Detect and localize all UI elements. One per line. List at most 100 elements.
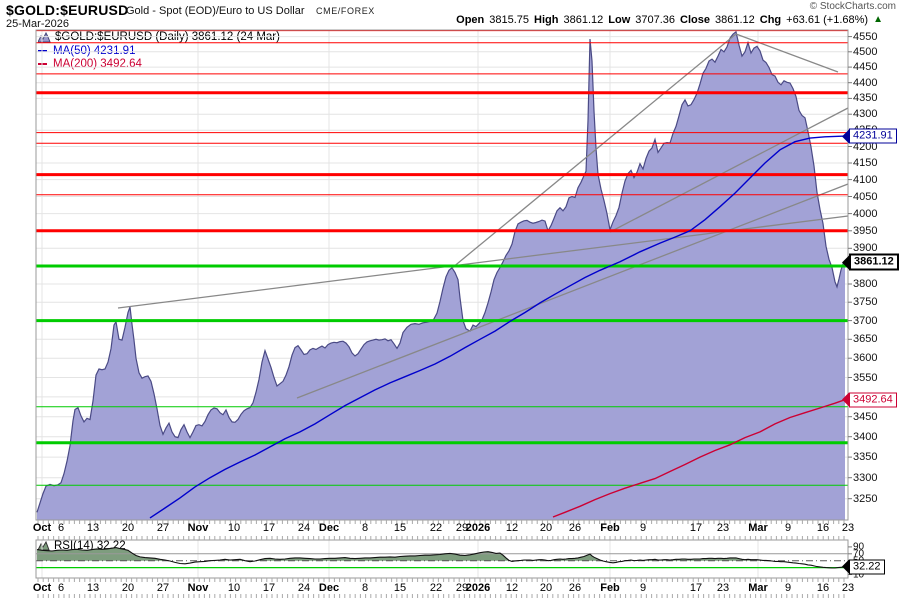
rsi-axis-label: 70 — [853, 548, 865, 560]
price-axis-label: 3750 — [853, 296, 878, 309]
price-axis-label: 3400 — [853, 430, 878, 443]
price-axis-label: 4000 — [853, 207, 878, 220]
price-axis-label: 4300 — [853, 108, 878, 121]
x-axis-label: 29 — [455, 582, 469, 594]
x-axis-label: 17 — [262, 582, 276, 594]
chart-date: 25-Mar-2026 — [6, 18, 69, 30]
legend-main-row: $GOLD:$EURUSD (Daily) 3861.12 (24 Mar) — [38, 31, 280, 43]
x-axis-label: 20 — [539, 582, 553, 594]
rsi-axis-label: 10 — [853, 569, 865, 580]
price-axis-label: 4050 — [853, 190, 878, 203]
rsi-chart-icon — [38, 541, 50, 551]
price-axis-label: 3950 — [853, 224, 878, 237]
chart-description: Gold - Spot (EOD)/Euro to US Dollar — [126, 5, 305, 17]
price-axis-label: 4100 — [853, 173, 878, 186]
rsi-axis-label: 50 — [853, 555, 865, 567]
x-axis-label: 24 — [297, 522, 311, 534]
area-chart-icon — [38, 31, 51, 42]
x-axis-label: 23 — [841, 522, 855, 534]
price-axis-label: 3900 — [853, 242, 878, 255]
price-axis-label: 3800 — [853, 278, 878, 290]
x-axis-label: 17 — [262, 522, 276, 534]
x-axis-label: Nov — [187, 522, 209, 534]
callout-value: 4231.91 — [849, 128, 897, 144]
x-axis-label: 16 — [816, 582, 830, 594]
x-axis-label: 9 — [639, 522, 647, 534]
stockcharts-watermark: © StockCharts.com — [809, 1, 896, 12]
x-axis-label: Oct — [32, 522, 52, 534]
x-axis-label: 8 — [361, 582, 369, 594]
x-axis-label: 13 — [86, 522, 100, 534]
high-value: 3861.12 — [563, 14, 604, 26]
low-label: Low — [608, 14, 631, 26]
x-axis-label: 9 — [784, 582, 792, 594]
price-axis-label: 4550 — [853, 30, 878, 43]
legend-rsi-label: RSI(14) 32.22 — [54, 540, 126, 552]
x-axis-label: 2026 — [465, 522, 491, 534]
x-axis-label: 10 — [227, 522, 241, 534]
price-axis-label: 4350 — [853, 92, 878, 105]
x-axis-label: 12 — [505, 522, 519, 534]
x-axis-label: Nov — [187, 582, 209, 594]
x-axis-label: 15 — [393, 582, 407, 594]
price-axis-label: 3350 — [853, 451, 878, 464]
legend-rsi-row: RSI(14) 32.22 — [38, 540, 126, 552]
price-callout-3861.12: 3861.12 — [842, 253, 899, 271]
x-axis-label: Feb — [600, 582, 620, 594]
x-axis-label: 23 — [716, 522, 730, 534]
price-axis-label: 3500 — [853, 390, 878, 403]
up-arrow-icon: ▲ — [873, 14, 883, 25]
price-axis-label: 3550 — [853, 371, 878, 384]
price-axis-label: 3450 — [853, 410, 878, 423]
chg-value: +63.61 (+1.68%) — [786, 14, 869, 26]
open-label: Open — [456, 14, 485, 26]
x-axis-label: 26 — [568, 522, 582, 534]
legend-ma50-row: MA(50) 4231.91 — [38, 45, 135, 57]
legend-ma200-label: MA(200) 3492.64 — [53, 58, 142, 70]
x-axis-label: 6 — [57, 582, 65, 594]
chg-label: Chg — [759, 14, 782, 26]
x-axis-label: 15 — [393, 522, 407, 534]
callout-value: 3861.12 — [849, 253, 899, 271]
callout-value: 3492.64 — [849, 392, 897, 408]
chart-symbol: $GOLD:$EURUSD — [6, 2, 129, 18]
x-axis-label: 13 — [86, 582, 100, 594]
callout-arrow-icon — [842, 392, 849, 407]
x-axis-label: 23 — [841, 582, 855, 594]
x-axis-label: 20 — [121, 522, 135, 534]
price-axis-label: 3600 — [853, 352, 878, 365]
legend-ma50-label: MA(50) 4231.91 — [53, 45, 136, 57]
x-axis-label: 20 — [539, 522, 553, 534]
x-axis-label: 16 — [816, 522, 830, 534]
chart-exchange: CME/FOREX — [316, 6, 375, 16]
price-callout-4231.91: 4231.91 — [842, 128, 897, 144]
price-axis-label: 3300 — [853, 471, 878, 484]
x-axis-label: 23 — [716, 582, 730, 594]
x-axis-label: 17 — [689, 522, 703, 534]
close-value: 3861.12 — [714, 14, 755, 26]
open-value: 3815.75 — [489, 14, 530, 26]
callout-arrow-icon — [842, 129, 849, 144]
x-axis-label: Dec — [318, 522, 340, 534]
price-axis-label: 3250 — [853, 492, 878, 505]
price-axis-label: 4500 — [853, 45, 878, 58]
low-value: 3707.36 — [635, 14, 676, 26]
price-callout-3492.64: 3492.64 — [842, 392, 897, 408]
x-axis-label: Feb — [600, 522, 620, 534]
ma50-dash-icon — [38, 50, 47, 52]
x-axis-label: 24 — [297, 582, 311, 594]
x-axis-label: 9 — [784, 522, 792, 534]
x-axis-label: 27 — [156, 582, 170, 594]
price-axis-label: 4450 — [853, 61, 878, 74]
x-axis-label: 12 — [505, 582, 519, 594]
x-axis-label: 20 — [121, 582, 135, 594]
price-axis-label: 4150 — [853, 157, 878, 169]
callout-arrow-icon — [842, 559, 849, 574]
ohlc-quote-row: Open 3815.75 High 3861.12 Low 3707.36 Cl… — [456, 14, 883, 26]
price-axis-label: 4400 — [853, 76, 878, 89]
price-axis-label: 3850 — [853, 260, 878, 272]
callout-arrow-icon — [842, 255, 849, 270]
